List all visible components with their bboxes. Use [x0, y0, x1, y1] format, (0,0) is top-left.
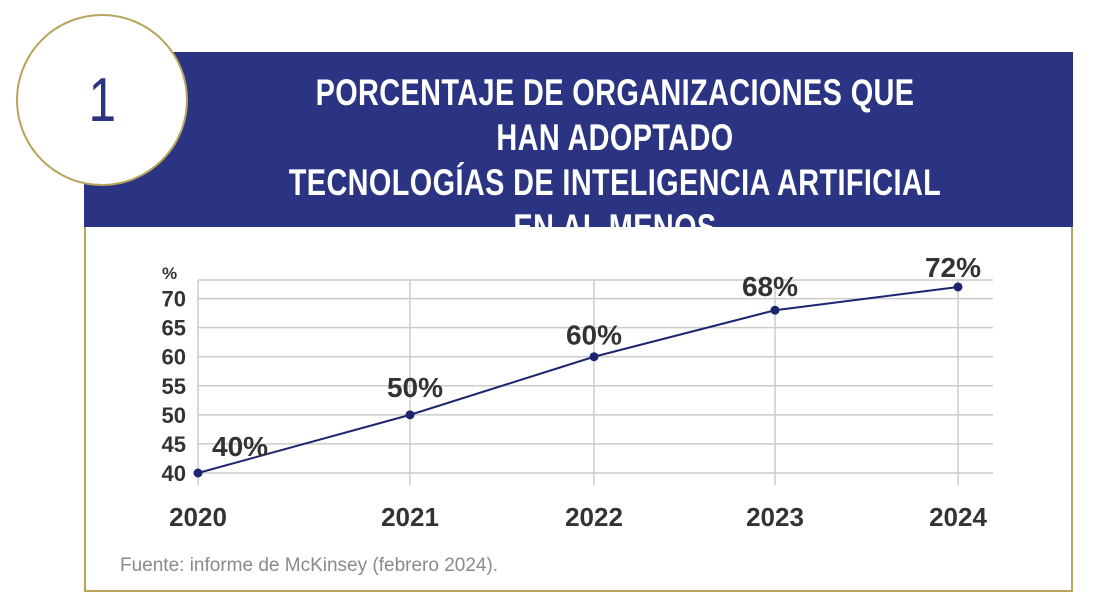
y-tick-label: 50	[162, 403, 186, 428]
axis-labels: 40 45 50 55 60 65 70 2020 2021 2022 2023 2024%	[162, 264, 988, 532]
data-point	[193, 468, 203, 478]
x-tick-label: 2022	[565, 502, 623, 532]
title-banner	[84, 52, 1073, 227]
data-point	[589, 352, 599, 362]
data-label: 60%	[566, 320, 622, 351]
y-axis-label: %	[162, 264, 177, 283]
x-tick-label: 2023	[746, 502, 804, 532]
data-point	[405, 410, 415, 420]
y-tick-label: 65	[162, 316, 186, 341]
y-tick-label: 40	[162, 461, 186, 486]
data-point	[770, 305, 780, 315]
grid-lines	[197, 279, 993, 485]
chart-title: PORCENTAJE DE ORGANIZACIONES QUE HAN ADO…	[288, 72, 942, 293]
x-tick-label: 2020	[169, 502, 227, 532]
y-tick-label: 55	[162, 374, 186, 399]
source-note: Fuente: informe de McKinsey (febrero 202…	[120, 555, 499, 576]
data-label: 68%	[742, 271, 798, 302]
data-label: 72%	[925, 252, 981, 283]
x-tick-label: 2021	[381, 502, 439, 532]
y-tick-label: 45	[162, 432, 186, 457]
x-tick-label: 2024	[929, 502, 987, 532]
data-label: 50%	[387, 372, 443, 403]
data-labels: 40% 50% 60% 68% 72%	[212, 252, 981, 462]
series-line	[197, 285, 959, 474]
number-badge: 1	[16, 14, 188, 186]
badge-number: 1	[88, 65, 116, 135]
y-tick-label: 60	[162, 345, 186, 370]
data-label: 40%	[212, 431, 268, 462]
y-tick-label: 70	[162, 287, 186, 312]
data-point	[953, 282, 963, 292]
series-ai-adoption	[193, 282, 963, 478]
